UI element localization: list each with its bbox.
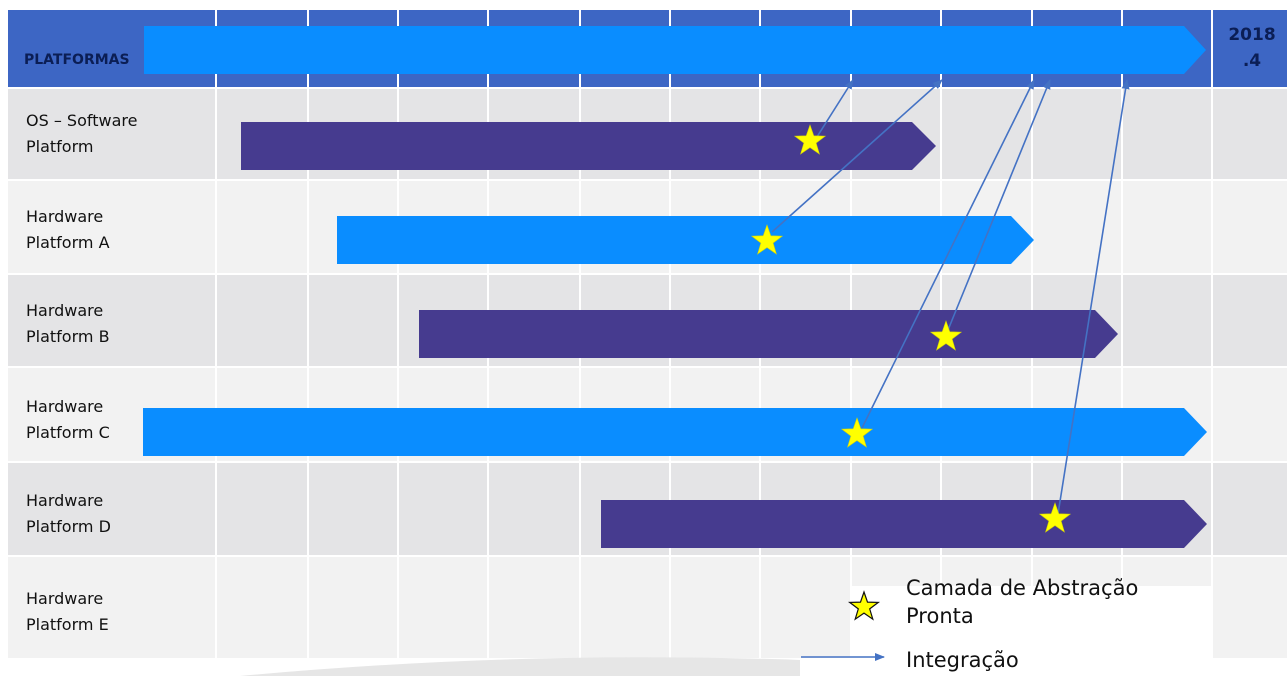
header-year-line1: 2018 bbox=[1228, 25, 1276, 45]
row-label-hardware-platform-d: Hardware Platform D bbox=[26, 488, 176, 540]
bar-hardware-platform-d bbox=[601, 500, 1207, 548]
milestone-stars bbox=[750, 124, 1072, 533]
row-label-hardware-platform-c: Hardware Platform C bbox=[26, 394, 176, 446]
connector-arrow bbox=[771, 79, 943, 233]
row-label-line1: Hardware bbox=[26, 589, 104, 608]
row-label-line1: Hardware bbox=[26, 207, 104, 226]
star-icon bbox=[1038, 502, 1072, 533]
header-label: PLATFORMAS bbox=[24, 52, 130, 68]
legend-star-label-line2: Pronta bbox=[906, 604, 974, 628]
bar-hardware-platform-a bbox=[337, 216, 1034, 264]
row-label-hardware-platform-e: Hardware Platform E bbox=[26, 586, 176, 638]
decorative-swoosh bbox=[240, 657, 800, 676]
connector-arrow bbox=[861, 79, 1035, 429]
connector-arrow bbox=[947, 79, 1051, 331]
star-icon bbox=[840, 417, 874, 448]
legend-panel bbox=[850, 586, 1213, 658]
row-label-line1: Hardware bbox=[26, 491, 104, 510]
row-label-line2: Platform C bbox=[26, 423, 110, 442]
bar-hardware-platform-c bbox=[143, 408, 1207, 456]
bar-os-software-platform bbox=[241, 122, 936, 170]
row-label-line1: Hardware bbox=[26, 301, 104, 320]
connector-arrow bbox=[1057, 79, 1130, 515]
row-label-line1: OS – Software bbox=[26, 111, 138, 130]
row-label-line2: Platform E bbox=[26, 615, 109, 634]
star-icon bbox=[929, 320, 963, 351]
legend-star-label: Camada de Abstração Pronta bbox=[906, 574, 1138, 630]
header-year-line2: .4 bbox=[1242, 51, 1262, 71]
row-label-line2: Platform D bbox=[26, 517, 111, 536]
legend-star-icon bbox=[847, 590, 881, 621]
integration-connectors bbox=[771, 79, 1130, 661]
bar-hardware-platform-b bbox=[419, 310, 1118, 358]
row-label-hardware-platform-a: Hardware Platform A bbox=[26, 204, 176, 256]
header-year: 2018 .4 bbox=[1222, 22, 1282, 74]
row-label-hardware-platform-b: Hardware Platform B bbox=[26, 298, 176, 350]
row-label-os-software-platform: OS – Software Platform bbox=[26, 108, 176, 160]
star-icon bbox=[750, 224, 784, 255]
connector-arrow bbox=[814, 79, 854, 141]
header-timeline-arrow bbox=[144, 26, 1206, 74]
legend-arrow-label: Integração bbox=[906, 648, 1019, 672]
row-label-line2: Platform B bbox=[26, 327, 110, 346]
legend-star-label-line1: Camada de Abstração bbox=[906, 576, 1139, 600]
row-label-line1: Hardware bbox=[26, 397, 104, 416]
row-label-line2: Platform bbox=[26, 137, 94, 156]
star-icon bbox=[793, 124, 827, 155]
row-label-line2: Platform A bbox=[26, 233, 110, 252]
